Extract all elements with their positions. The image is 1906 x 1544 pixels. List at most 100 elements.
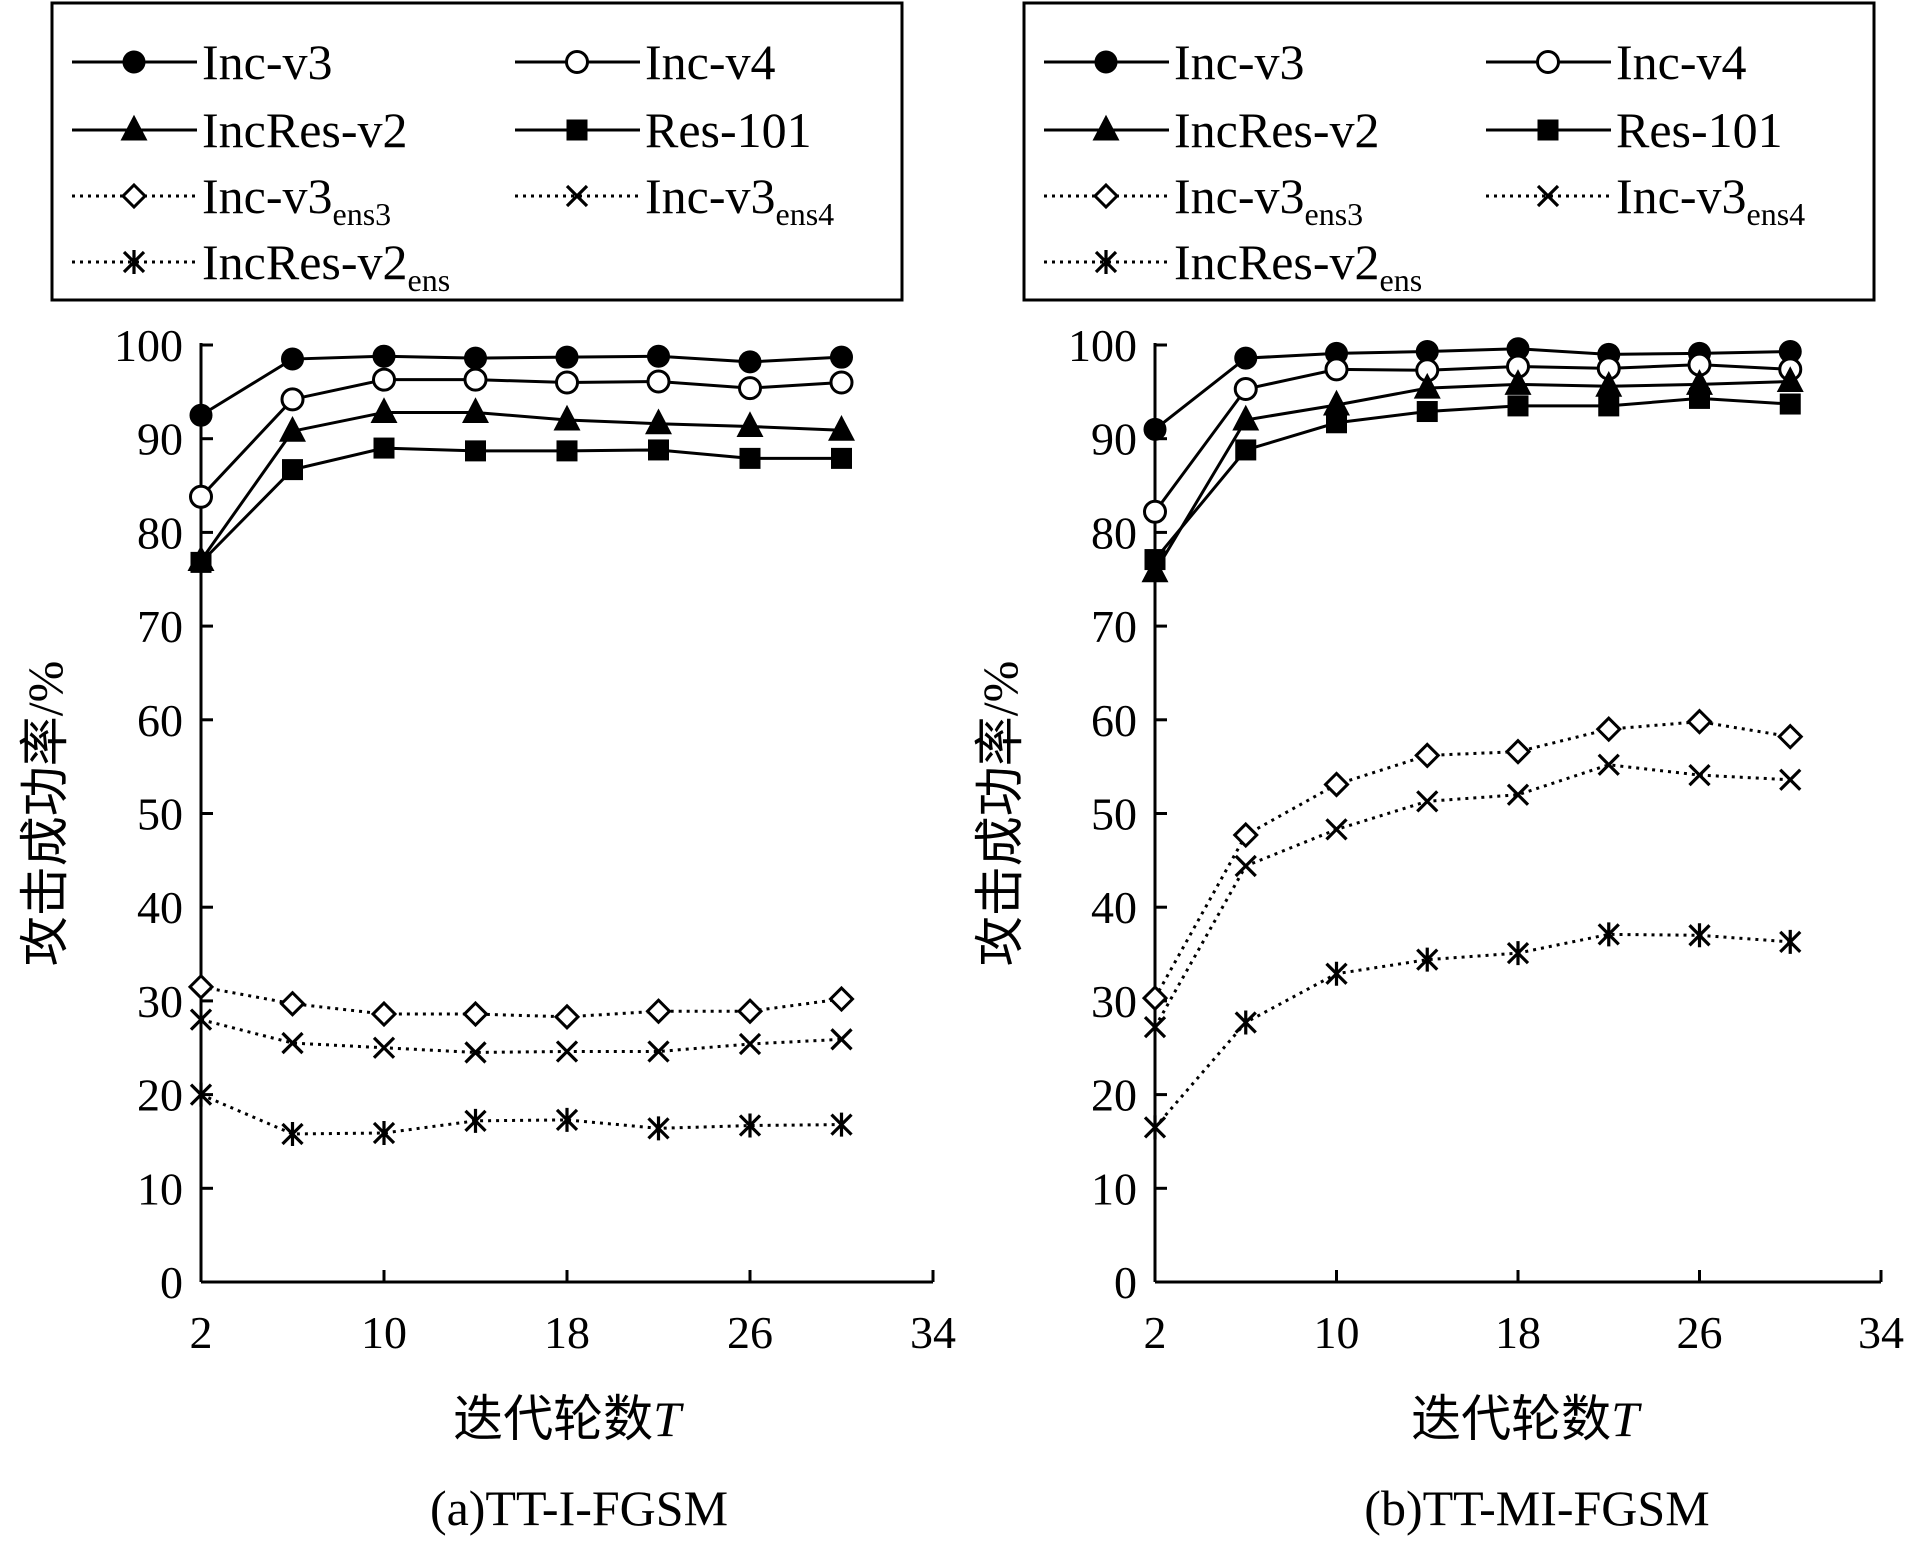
x-tick-label: 10 (361, 1307, 407, 1358)
legend-marker (122, 250, 146, 274)
legend-label: Res-101 (645, 102, 812, 158)
data-point (189, 1082, 213, 1107)
data-point (190, 551, 212, 573)
legend-label-name: Inc-v3 (202, 168, 333, 224)
y-tick-label: 100 (1068, 320, 1137, 371)
legend-marker (122, 50, 146, 74)
legend-label-name: Inc-v3 (202, 34, 333, 90)
data-point (372, 344, 396, 368)
y-tick-label: 0 (1114, 1257, 1137, 1308)
data-point (1688, 923, 1711, 948)
legend-marker (1536, 50, 1560, 74)
data-point (738, 1032, 762, 1056)
legend-marker (120, 182, 148, 210)
data-point (1595, 370, 1623, 397)
data-point (1325, 818, 1348, 841)
data-point (373, 437, 395, 459)
data-point (462, 397, 489, 423)
series-line (199, 378, 842, 498)
legend-label: Inc-v3 (202, 34, 333, 90)
y-tick-label: 50 (137, 789, 183, 840)
x-tick-label: 34 (910, 1307, 956, 1358)
x-tick-label: 18 (1495, 1307, 1541, 1358)
data-point (648, 439, 669, 461)
series-4 (1141, 708, 1804, 1012)
legend-label-name: Res-101 (645, 102, 812, 158)
legend-label-subscript: ens (408, 262, 451, 298)
y-tick-label: 30 (1091, 976, 1137, 1027)
data-point (370, 1000, 398, 1028)
data-point (1416, 401, 1438, 423)
data-point (1595, 716, 1622, 743)
data-point (282, 459, 303, 481)
data-point (279, 415, 306, 442)
data-point (646, 369, 671, 394)
legend-label-name: Inc-v3 (1174, 168, 1305, 224)
legend-item: Inc-v3 (72, 34, 333, 90)
x-tick-label: 10 (1314, 1307, 1360, 1358)
series-line (199, 446, 842, 564)
data-point (1688, 763, 1711, 787)
data-point (1232, 404, 1260, 431)
data-point (1235, 439, 1257, 461)
data-point (1141, 556, 1169, 583)
data-point (187, 973, 215, 1000)
data-point (1234, 1010, 1257, 1035)
legend-label-subscript: ens (1380, 262, 1423, 298)
data-point (830, 1112, 853, 1137)
data-point (831, 447, 852, 469)
legend-item: Inc-v3 (1044, 34, 1305, 90)
data-point (1779, 768, 1802, 791)
data-point (736, 411, 764, 438)
y-tick-label: 50 (1091, 789, 1137, 840)
legend-label-name: Inc-v4 (645, 34, 776, 90)
legend-label: Inc-v3ens3 (1174, 168, 1363, 232)
legend-label-subscript: ens4 (776, 196, 835, 232)
data-point (463, 367, 488, 392)
data-point (1416, 790, 1439, 813)
legend-label-name: IncRes-v2 (1174, 234, 1380, 290)
y-tick-label: 20 (1091, 1070, 1137, 1121)
data-point (738, 350, 762, 374)
data-point (830, 345, 853, 369)
data-point (553, 1003, 581, 1030)
data-point (281, 1121, 304, 1146)
panel-caption: (a)TT-I-FGSM (430, 1480, 728, 1536)
data-point (281, 1031, 304, 1055)
legend-item: IncRes-v2 (72, 102, 408, 158)
legend-label: IncRes-v2ens (1174, 234, 1422, 298)
y-tick-label: 60 (137, 695, 183, 746)
y-tick-label: 90 (137, 414, 183, 465)
y-tick-label: 80 (137, 507, 183, 558)
legend-label: Inc-v3ens4 (1616, 168, 1805, 232)
x-tick-label: 18 (544, 1307, 590, 1358)
legend-label: Res-101 (1616, 102, 1783, 158)
x-tick-label: 26 (727, 1307, 773, 1358)
legend-item: Res-101 (1486, 102, 1783, 158)
series-line (1153, 932, 1791, 1129)
y-tick-label: 0 (160, 1257, 183, 1308)
y-tick-label: 60 (1091, 695, 1137, 746)
legend-marker (1092, 114, 1120, 141)
data-point (828, 985, 855, 1013)
legend-marker (1536, 184, 1560, 208)
legend-label: Inc-v4 (645, 34, 776, 90)
series-line (1153, 380, 1791, 573)
series-line (1153, 763, 1791, 1028)
series-line (1153, 363, 1791, 513)
data-point (830, 1028, 853, 1051)
legend-marker (1092, 182, 1120, 210)
legend-marker (1537, 119, 1559, 141)
data-point (281, 347, 304, 371)
legend-item: IncRes-v2 (1044, 102, 1380, 158)
legend-label-name: Res-101 (1616, 102, 1783, 158)
data-point (464, 1041, 487, 1064)
data-point (1233, 377, 1258, 402)
series-5 (189, 1008, 853, 1064)
x-tick-label: 26 (1677, 1307, 1723, 1358)
data-point (372, 1121, 396, 1146)
x-tick-label: 2 (1144, 1307, 1167, 1358)
data-point (464, 1108, 487, 1133)
